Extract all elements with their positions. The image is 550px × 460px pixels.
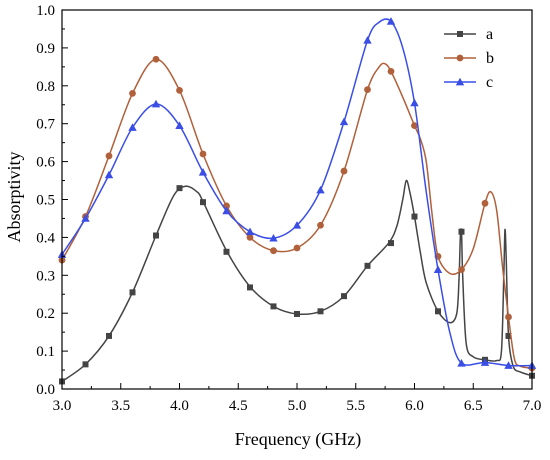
data-point-a [458,228,465,235]
data-point-b [387,67,395,75]
y-tick-label: 0.2 [36,306,55,322]
data-point-a [435,308,441,315]
data-point-c [480,358,490,366]
y-tick-label: 0.4 [36,230,55,246]
legend-label-c: c [486,74,493,91]
data-point-a [223,248,230,255]
y-tick-label: 0.0 [36,382,55,398]
x-tick-label: 3.5 [111,398,130,414]
data-point-b [270,247,277,255]
x-tick-label: 3.0 [53,398,72,414]
data-point-c [222,206,231,215]
x-tick-label: 6.5 [464,398,483,414]
data-point-c [81,214,90,222]
data-point-a [341,293,347,300]
data-point-c [433,265,443,273]
data-point-a [270,303,277,310]
series-c [57,17,537,369]
y-tick-label: 0.5 [36,193,55,209]
data-point-c [410,98,419,107]
data-point-b [129,89,136,97]
x-tick-label: 5.5 [346,398,365,414]
legend-marker-c [455,77,465,86]
data-point-b [505,313,512,321]
y-tick-label: 0.3 [36,268,55,284]
data-point-a [82,361,89,368]
data-point-c [269,233,278,242]
data-point-c [128,123,137,131]
y-tick-label: 0.6 [36,155,55,171]
legend: abc [444,26,494,91]
data-point-a [200,199,206,206]
data-point-c [386,17,396,25]
data-point-c [198,168,208,176]
data-point-b [246,234,254,241]
legend-item-b: b [444,50,494,67]
data-point-c [316,185,325,194]
legend-marker-b [456,54,464,62]
data-point-c [175,121,184,129]
data-point-b [411,122,418,129]
x-tick-label: 4.0 [170,398,189,414]
data-point-a [411,213,418,220]
data-point-c [363,36,372,44]
data-point-a [364,262,371,269]
data-point-b [481,199,489,207]
y-tick-label: 0.8 [36,79,55,95]
data-point-a [294,310,300,317]
data-point-c [104,170,114,179]
series-b [58,55,536,372]
data-point-b [317,221,324,229]
data-point-c [504,361,513,369]
x-tick-label: 6.0 [405,398,424,414]
data-point-c [245,227,255,236]
legend-label-b: b [486,50,494,67]
x-tick-label: 5.0 [288,398,307,414]
x-axis-title: Frequency (GHz) [235,429,361,450]
data-point-a [153,232,159,239]
data-point-c [151,99,161,108]
y-tick-label: 0.9 [36,41,55,57]
data-point-b [152,55,160,63]
data-point-b [176,86,183,94]
data-point-a [129,289,136,296]
legend-marker-a [457,31,463,37]
data-point-b [199,150,207,158]
data-point-c [292,221,302,229]
plot-frame [61,9,533,390]
data-point-a [247,284,253,291]
data-point-b [105,152,113,160]
y-axis-title: Absorptivity [4,151,24,242]
y-tick-label: 1.0 [36,3,55,19]
x-tick-label: 4.5 [229,398,248,414]
axes-group: 3.0 3.5 4.0 4.5 5.0 5.5 6.0 6.5 7.0 0.0 0.1 0.2 0.3 0… [36,3,541,414]
series-line-a [61,179,533,383]
data-point-a [176,185,183,192]
data-point-a [106,332,112,339]
data-point-b [293,244,301,252]
y-tick-label: 0.7 [36,117,55,133]
data-point-b [340,167,348,175]
data-point-a [388,240,394,247]
data-point-c [339,117,349,126]
series-line-b [61,58,533,369]
x-tick-label: 7.0 [523,398,542,414]
data-point-a [505,332,512,339]
legend-label-a: a [486,26,493,43]
y-tick-label: 0.1 [36,344,55,360]
legend-item-a: a [444,26,493,43]
data-point-a [317,308,324,315]
data-point-b [458,266,465,274]
series-group [57,17,537,385]
data-point-c [457,359,466,367]
series-a [59,179,535,385]
data-point-b [364,86,371,93]
legend-item-c: c [444,74,493,91]
